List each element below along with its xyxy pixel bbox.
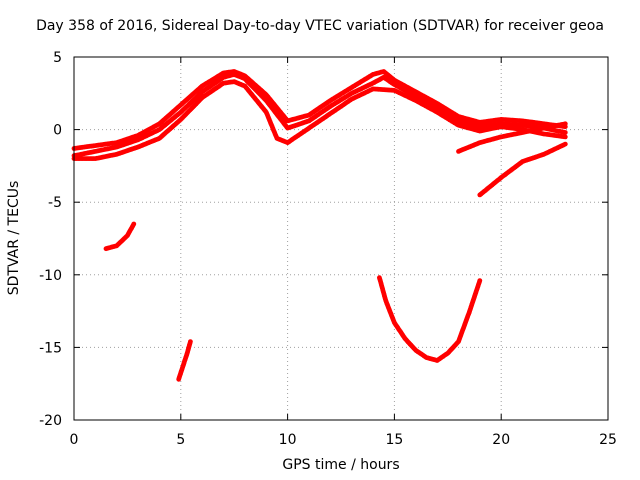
x-tick-label: 0 (70, 432, 79, 448)
series-short-arc-early (103, 221, 137, 252)
data-point (131, 221, 137, 227)
y-tick-label: -20 (39, 413, 62, 429)
series-short-arc-steep (176, 339, 193, 382)
grid-layer (74, 57, 608, 420)
data-point (477, 278, 483, 283)
plot-frame (73, 56, 609, 421)
chart-title: Day 358 of 2016, Sidereal Day-to-day VTE… (36, 18, 604, 34)
data-layer (71, 69, 568, 382)
series-deep-u-arc (377, 275, 483, 363)
y-tick-label: 0 (53, 123, 62, 139)
series-rising-arc (477, 141, 568, 198)
y-tick-label: -10 (39, 268, 62, 284)
data-point (188, 339, 193, 344)
tick-layer: 0 5 10 15 20 25 5 0 -5 -10 -15 -20 (39, 50, 617, 448)
y-tick-label: -5 (48, 195, 62, 211)
y-axis-label: SDTVAR / TECUs (6, 180, 22, 296)
x-tick-label: 10 (279, 432, 297, 448)
series-late-trace (456, 121, 568, 154)
series-main-trace-c (71, 79, 568, 162)
x-tick-label: 15 (385, 432, 403, 448)
data-point (562, 121, 568, 127)
series-main-trace-b (71, 69, 568, 151)
x-tick-label: 20 (492, 432, 510, 448)
x-axis-label: GPS time / hours (282, 457, 400, 473)
data-point (562, 141, 568, 147)
y-tick-label: -15 (39, 340, 62, 356)
x-tick-label: 5 (176, 432, 185, 448)
y-tick-label: 5 (53, 50, 62, 66)
data-point (562, 134, 568, 140)
x-tick-label: 25 (599, 432, 617, 448)
data-point (562, 130, 568, 135)
